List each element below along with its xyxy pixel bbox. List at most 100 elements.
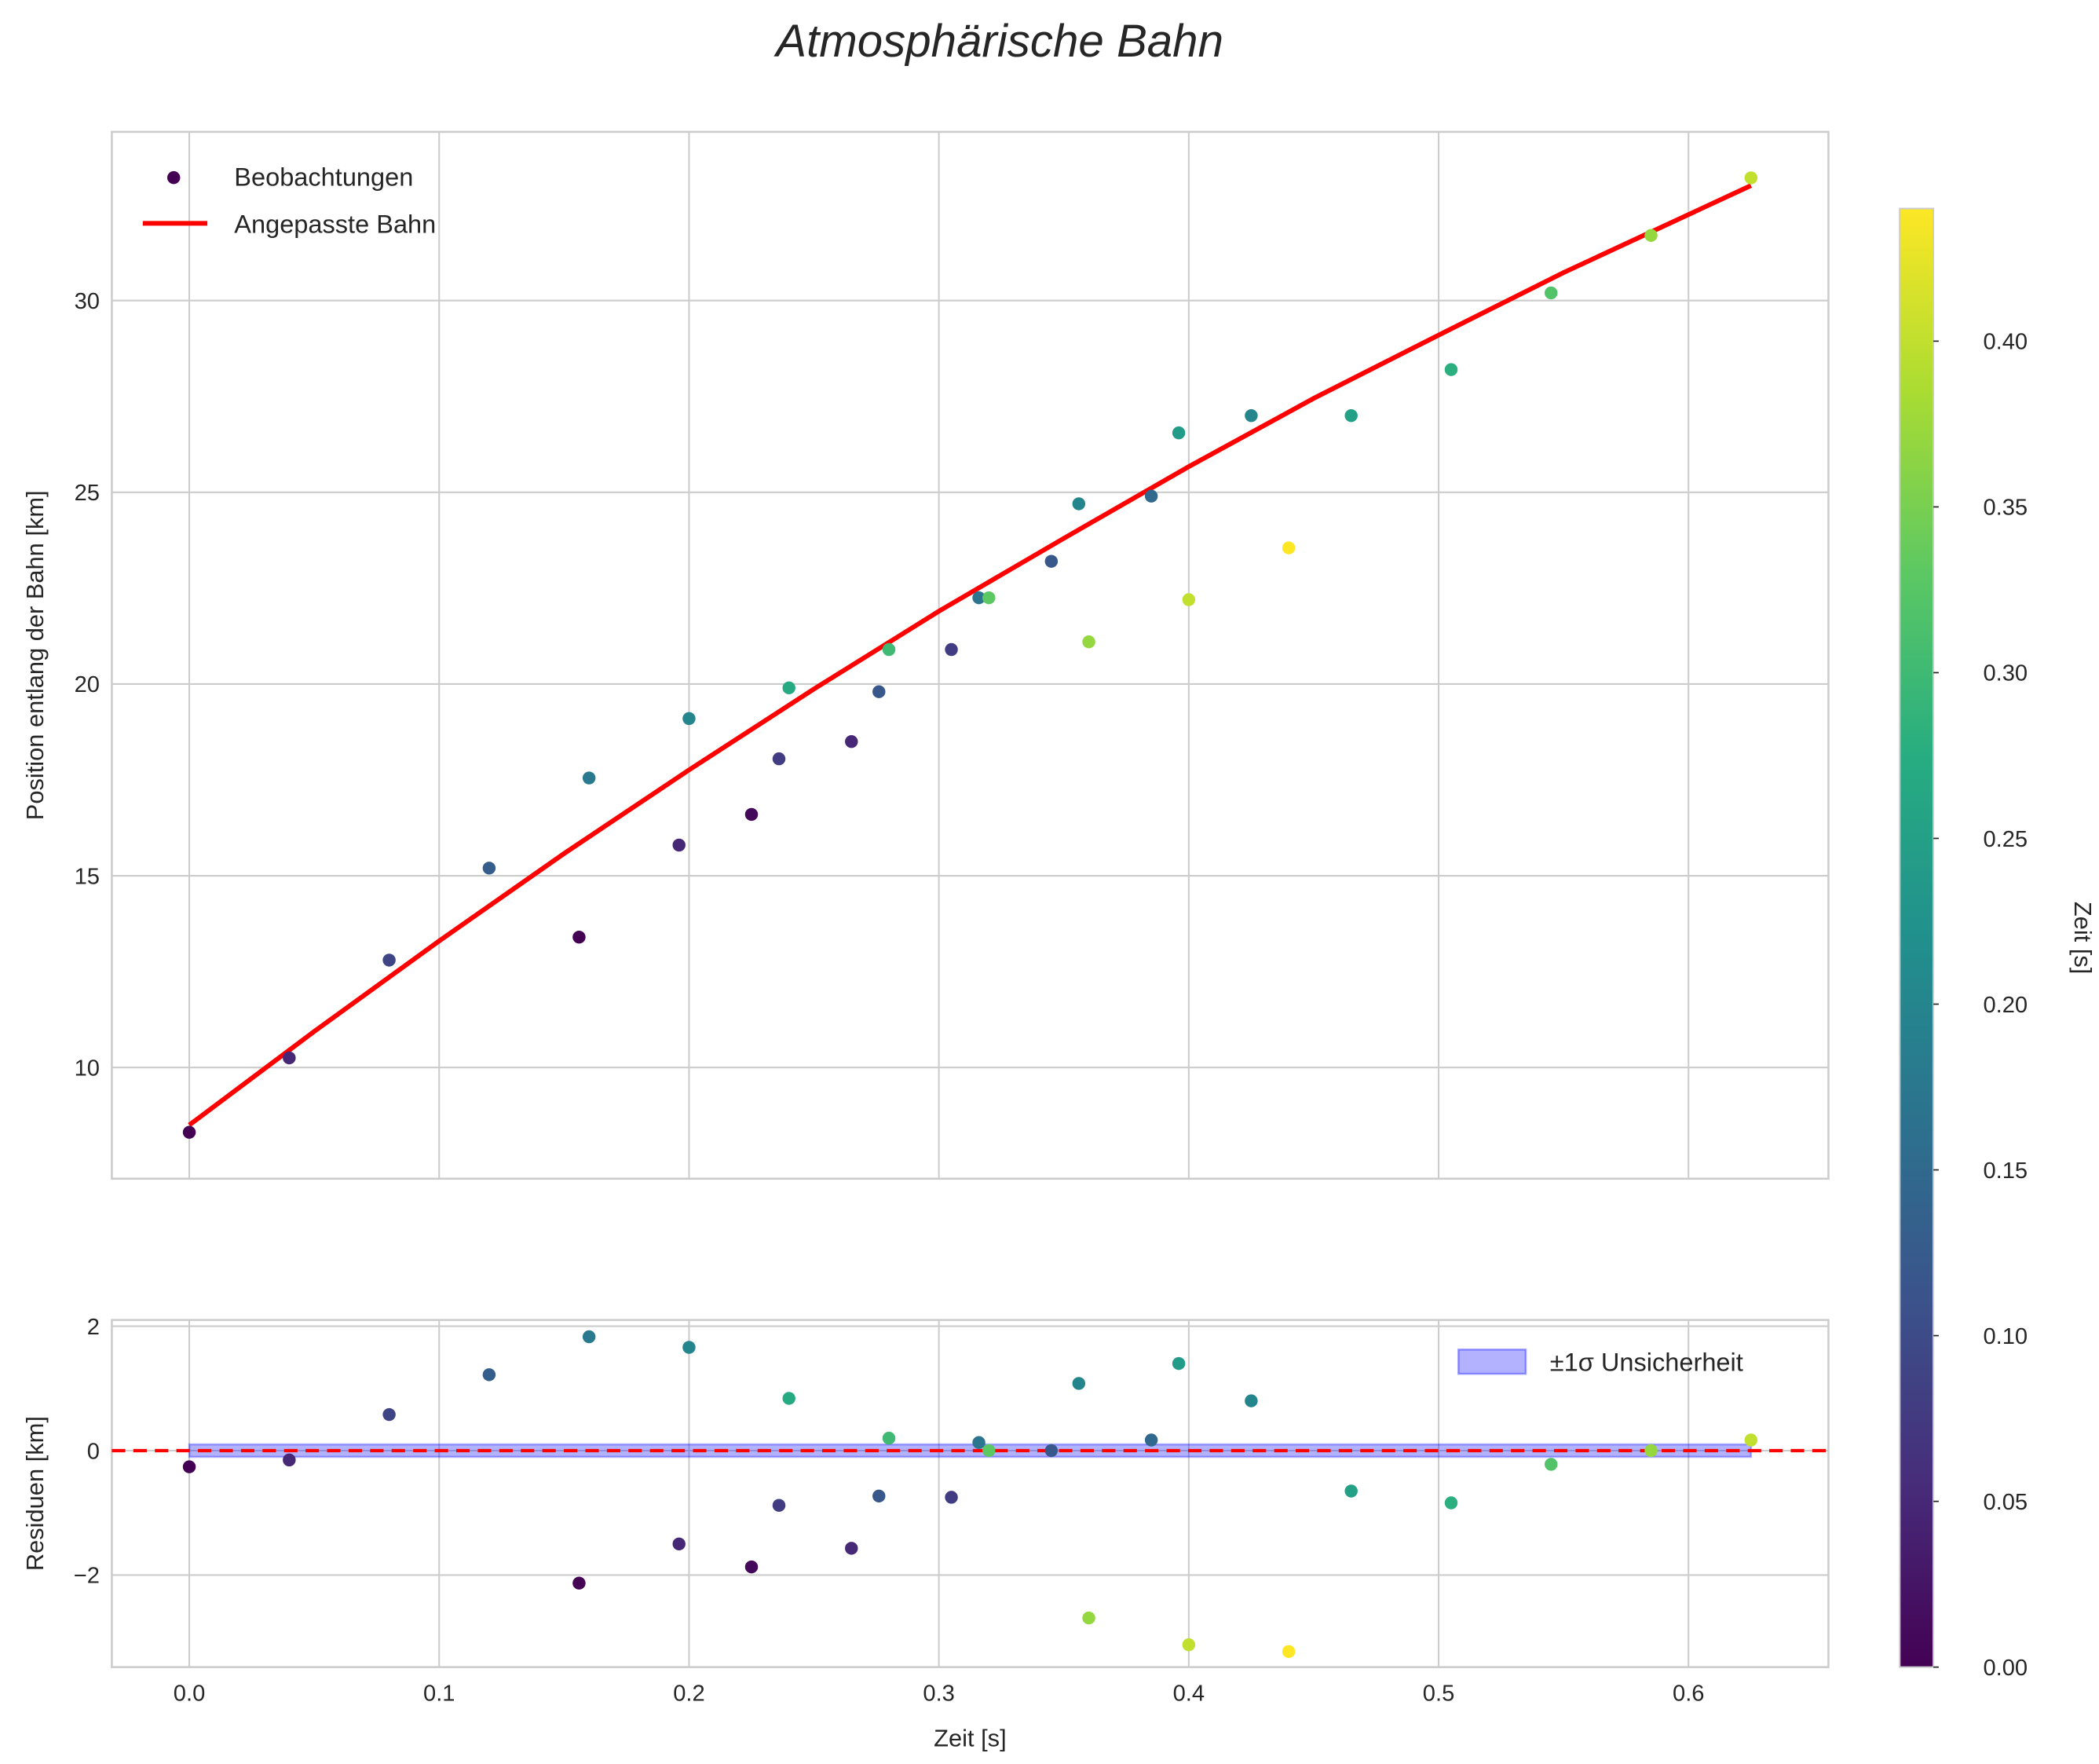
observation-point: [672, 838, 686, 852]
observation-point: [1644, 229, 1658, 242]
residual-point: [283, 1453, 296, 1467]
y-tick-label: 15: [75, 864, 100, 889]
colorbar-tick-label: 0.40: [1983, 330, 2028, 355]
residual-point: [682, 1341, 696, 1354]
residual-point: [882, 1431, 896, 1445]
colorbar-tick-label: 0.00: [1983, 1656, 2028, 1681]
observation-point: [1245, 408, 1258, 423]
residual-axes: 0.0 0.1 0.2 0.3 0.4 0.5 0.6 −2 0 2 ±1σ Unsicherhei…: [74, 1315, 1830, 1706]
uncertainty-band: [188, 1443, 1753, 1458]
residual-point: [744, 1560, 759, 1574]
x-tick-label: 0.2: [673, 1681, 704, 1706]
observation-point: [982, 591, 996, 605]
colorbar-label: Zeit [s]: [2069, 902, 2097, 975]
observation-point: [1072, 497, 1086, 511]
observation-point: [572, 930, 586, 944]
residual-point: [1182, 1638, 1196, 1652]
observation-point: [1744, 171, 1758, 185]
residual-point: [845, 1542, 858, 1555]
colorbar-tick-label: 0.20: [1983, 993, 2028, 1018]
observation-point: [1172, 426, 1186, 440]
bottom-xlabel: Zeit [s]: [934, 1725, 1007, 1752]
x-tick-label: 0.3: [923, 1681, 954, 1706]
observation-point: [1044, 554, 1059, 568]
observation-point: [1144, 489, 1158, 503]
legend-marker-observations: [166, 170, 181, 185]
residual-point: [482, 1368, 496, 1382]
residual-point: [972, 1436, 986, 1449]
x-tick-label: 0.6: [1673, 1681, 1704, 1706]
observation-point: [182, 1125, 196, 1139]
colorbar-gradient: [1899, 207, 1935, 1668]
residual-point: [1172, 1356, 1186, 1371]
observation-point: [772, 752, 786, 766]
top-ylabel: Position entlang der Bahn [km]: [21, 490, 49, 820]
residual-point: [1082, 1611, 1095, 1625]
observation-point: [482, 862, 496, 875]
colorbar-tick-label: 0.25: [1983, 827, 2028, 852]
x-tick-label: 0.4: [1173, 1681, 1205, 1706]
y-tick-label: 0: [87, 1439, 100, 1464]
observation-point: [1182, 593, 1196, 606]
residual-point: [982, 1444, 996, 1458]
x-tick-label: 0.1: [423, 1681, 455, 1706]
legend-label-uncertainty: ±1σ Unsicherheit: [1550, 1349, 1743, 1377]
observation-point: [1444, 363, 1458, 376]
residual-point: [1644, 1444, 1658, 1458]
residual-point: [572, 1576, 586, 1590]
residual-point: [945, 1491, 958, 1504]
residual-point: [672, 1537, 686, 1551]
observation-point: [1545, 286, 1558, 300]
x-tick-label: 0.5: [1423, 1681, 1454, 1706]
y-tick-label: 25: [75, 481, 100, 506]
chart-title: Atmosphärische Bahn: [773, 16, 1223, 67]
observation-point: [945, 642, 958, 657]
residual-point: [1344, 1484, 1358, 1498]
observation-point: [782, 681, 795, 695]
top-axes: 10 15 20 25 30 Beobachtungen Angepasste Bahn: [75, 130, 1830, 1180]
residual-point: [1044, 1444, 1059, 1458]
residual-point: [772, 1499, 786, 1512]
colorbar: 0.00 0.05 0.10 0.15 0.20 0.25 0.30 0.35 0.40: [1899, 207, 2028, 1681]
observation-point: [382, 953, 396, 967]
axes-frame: [111, 130, 1830, 1180]
residual-point: [582, 1330, 596, 1344]
residual-point: [382, 1407, 396, 1422]
y-tick-label: 2: [87, 1315, 100, 1340]
observation-point: [283, 1051, 296, 1065]
residual-point: [1744, 1433, 1758, 1447]
residual-point: [1282, 1645, 1296, 1659]
observation-point: [744, 807, 759, 822]
colorbar-tick-label: 0.10: [1983, 1324, 2028, 1349]
observation-point: [1282, 541, 1296, 554]
observation-point: [1344, 408, 1358, 423]
observation-point: [1082, 635, 1095, 649]
residual-point: [782, 1392, 795, 1405]
axes-frame: [111, 1319, 1830, 1668]
observation-point: [872, 685, 886, 698]
observation-point: [845, 734, 858, 748]
legend-patch-uncertainty: [1457, 1349, 1527, 1375]
fit-line: [188, 183, 1753, 1127]
x-tick-label: 0.0: [174, 1681, 205, 1706]
y-tick-label: −2: [74, 1564, 100, 1589]
residual-point: [872, 1489, 886, 1503]
legend-label-fit: Angepasste Bahn: [234, 210, 436, 238]
colorbar-tick-label: 0.30: [1983, 661, 2028, 686]
residual-point: [1444, 1496, 1458, 1510]
observation-point: [582, 771, 596, 785]
residual-point: [1144, 1433, 1158, 1447]
residual-point: [182, 1460, 196, 1473]
residual-point: [1245, 1394, 1258, 1407]
observation-point: [972, 591, 986, 605]
colorbar-tick-label: 0.15: [1983, 1158, 2028, 1184]
observation-point: [682, 712, 696, 726]
legend-label-observations: Beobachtungen: [234, 163, 413, 191]
bottom-ylabel: Residuen [km]: [21, 1416, 49, 1571]
observation-point: [882, 642, 896, 657]
residual-point: [1072, 1377, 1086, 1390]
y-tick-label: 20: [75, 672, 100, 697]
residual-point: [1545, 1458, 1558, 1471]
colorbar-tick-label: 0.35: [1983, 496, 2028, 521]
